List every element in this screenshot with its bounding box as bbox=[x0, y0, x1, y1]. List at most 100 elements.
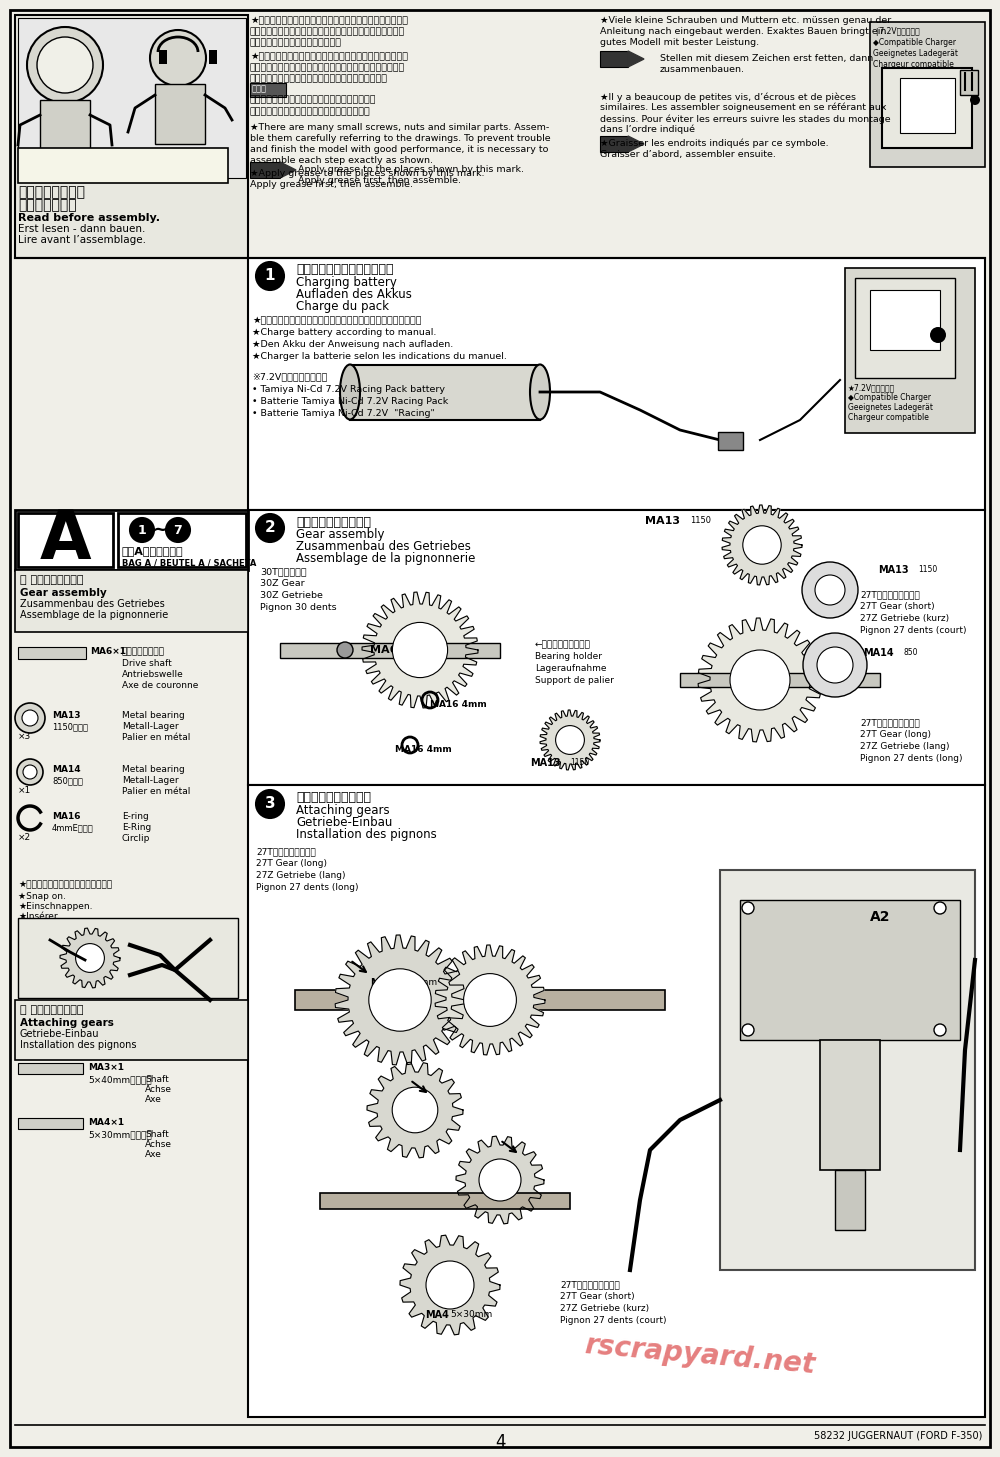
Text: ×3: ×3 bbox=[18, 731, 31, 742]
Text: ❘7.2V専用充電機: ❘7.2V専用充電機 bbox=[873, 28, 920, 36]
Text: ★There are many small screws, nuts and similar parts. Assem-: ★There are many small screws, nuts and s… bbox=[250, 122, 549, 133]
Text: 27Tプラギヤー（長）: 27Tプラギヤー（長） bbox=[860, 718, 920, 727]
Text: rscrapyard.net: rscrapyard.net bbox=[583, 1330, 817, 1378]
Bar bbox=[248, 510, 985, 785]
Text: Getriebe-Einbau: Getriebe-Einbau bbox=[20, 1029, 100, 1039]
Text: MA13: MA13 bbox=[52, 711, 80, 720]
Bar bbox=[18, 647, 86, 659]
Text: Installation des pignons: Installation des pignons bbox=[20, 1040, 136, 1050]
Circle shape bbox=[256, 514, 284, 542]
Text: Apply grease first, then assemble.: Apply grease first, then assemble. bbox=[250, 181, 413, 189]
Text: （走行用バッテリーの充電）: （走行用バッテリーの充電） bbox=[296, 264, 394, 275]
Text: （ギヤーのとりつけ）: （ギヤーのとりつけ） bbox=[296, 791, 371, 804]
Text: ３ ギヤーのとりつけ: ３ ギヤーのとりつけ bbox=[20, 1005, 84, 1016]
Polygon shape bbox=[628, 136, 644, 152]
Text: ２ ギヤーのくみたて: ２ ギヤーのくみたて bbox=[20, 576, 84, 586]
Polygon shape bbox=[698, 618, 822, 742]
Text: ★Charge battery according to manual.: ★Charge battery according to manual. bbox=[252, 328, 436, 337]
Text: す。図をよく見てゆっくり確実に組んで下さい。全員部品は: す。図をよく見てゆっくり確実に組んで下さい。全員部品は bbox=[250, 63, 405, 71]
Bar bbox=[15, 1000, 248, 1061]
Bar bbox=[159, 50, 167, 64]
Bar bbox=[295, 989, 665, 1010]
Bar bbox=[250, 83, 286, 98]
Circle shape bbox=[166, 519, 190, 542]
Text: ~: ~ bbox=[152, 522, 168, 539]
Bar bbox=[720, 870, 975, 1271]
Bar bbox=[960, 70, 978, 95]
Text: Bearing holder: Bearing holder bbox=[535, 651, 602, 661]
Text: Palier en métal: Palier en métal bbox=[122, 733, 190, 742]
Text: ★Charger la batterie selon les indications du manuel.: ★Charger la batterie selon les indicatio… bbox=[252, 353, 507, 361]
Bar bbox=[209, 50, 217, 64]
Circle shape bbox=[730, 650, 790, 710]
Polygon shape bbox=[628, 51, 644, 67]
Text: Metal bearing: Metal bearing bbox=[122, 765, 185, 774]
Circle shape bbox=[970, 95, 980, 105]
Text: A: A bbox=[39, 507, 91, 573]
Text: 30Tプラギヤー: 30Tプラギヤー bbox=[260, 567, 307, 576]
Polygon shape bbox=[456, 1136, 544, 1224]
Ellipse shape bbox=[340, 364, 360, 420]
Text: ★お買い求めの際、また組立ての前には必ず内容をお確め下: ★お買い求めの際、また組立ての前には必ず内容をお確め下 bbox=[250, 16, 408, 25]
Text: 27Tプラギヤー（短）: 27Tプラギヤー（短） bbox=[560, 1281, 620, 1289]
Text: Graisser d’abord, assembler ensuite.: Graisser d’abord, assembler ensuite. bbox=[600, 150, 776, 159]
Text: このマークはグリスを塗る部分に指示しました。: このマークはグリスを塗る部分に指示しました。 bbox=[250, 95, 376, 103]
Text: Pignon 27 dents (long): Pignon 27 dents (long) bbox=[860, 755, 962, 763]
Text: 27T Gear (short): 27T Gear (short) bbox=[860, 602, 935, 610]
Text: 5×30mmシャフト: 5×30mmシャフト bbox=[88, 1131, 152, 1139]
Text: 850メタル: 850メタル bbox=[52, 777, 83, 785]
Text: ★Apply grease to the places shown by this mark.: ★Apply grease to the places shown by thi… bbox=[250, 169, 484, 178]
Circle shape bbox=[479, 1158, 521, 1201]
Text: MA13: MA13 bbox=[530, 758, 561, 768]
Text: 7: 7 bbox=[174, 523, 182, 536]
Circle shape bbox=[392, 1087, 438, 1132]
Text: dessins. Pour éviter les erreurs suivre les stades du montage: dessins. Pour éviter les erreurs suivre … bbox=[600, 114, 891, 124]
Bar bbox=[248, 785, 985, 1418]
Bar bbox=[18, 513, 113, 567]
Bar bbox=[18, 149, 228, 184]
Text: ble them carefully referring to the drawings. To prevent trouble: ble them carefully referring to the draw… bbox=[250, 134, 551, 143]
Bar bbox=[40, 101, 90, 154]
Text: BAG A / BEUTEL A / SACHETA: BAG A / BEUTEL A / SACHETA bbox=[122, 558, 256, 567]
Text: 27Z Getriebe (lang): 27Z Getriebe (lang) bbox=[860, 742, 950, 750]
Text: Palier en métal: Palier en métal bbox=[122, 787, 190, 796]
Circle shape bbox=[369, 969, 431, 1032]
Text: 5×40mmシャフト: 5×40mmシャフト bbox=[88, 1075, 152, 1084]
Text: 850: 850 bbox=[903, 648, 918, 657]
Text: assemble each step exactly as shown.: assemble each step exactly as shown. bbox=[250, 156, 433, 165]
Text: Achse: Achse bbox=[145, 1085, 172, 1094]
Bar bbox=[600, 136, 628, 152]
Text: 4: 4 bbox=[495, 1434, 505, 1451]
Bar bbox=[835, 1170, 865, 1230]
Text: お読み下さい。: お読み下さい。 bbox=[18, 198, 77, 213]
Polygon shape bbox=[722, 506, 802, 584]
Text: zusammenbauen.: zusammenbauen. bbox=[660, 66, 745, 74]
Bar bbox=[118, 513, 246, 567]
Text: Metall-Lager: Metall-Lager bbox=[122, 777, 179, 785]
Circle shape bbox=[337, 643, 353, 659]
Text: Shaft: Shaft bbox=[145, 1075, 169, 1084]
Text: ★7.2V専用充電機: ★7.2V専用充電機 bbox=[848, 383, 895, 392]
Circle shape bbox=[934, 902, 946, 914]
Circle shape bbox=[426, 1260, 474, 1308]
Text: Axe de couronne: Axe de couronne bbox=[122, 680, 198, 691]
Text: クリス: クリス bbox=[252, 85, 267, 93]
Text: Pignon 27 dents (long): Pignon 27 dents (long) bbox=[256, 883, 358, 892]
Text: 2: 2 bbox=[265, 520, 275, 536]
Text: A2: A2 bbox=[870, 911, 891, 924]
Text: ◆Compatible Charger: ◆Compatible Charger bbox=[848, 393, 931, 402]
Text: ※7.2Vレーシングパック: ※7.2Vレーシングパック bbox=[252, 372, 327, 380]
Text: 作る前にかならず: 作る前にかならず bbox=[18, 185, 85, 200]
Text: 必ず、グリスアップして、組みこんで下さい。: 必ず、グリスアップして、組みこんで下さい。 bbox=[250, 106, 371, 117]
Circle shape bbox=[817, 647, 853, 683]
Circle shape bbox=[802, 562, 858, 618]
Text: MA6: MA6 bbox=[370, 645, 398, 656]
Text: MA14: MA14 bbox=[863, 648, 894, 659]
Text: Charging battery: Charging battery bbox=[296, 275, 397, 288]
Circle shape bbox=[27, 28, 103, 103]
Text: MA4: MA4 bbox=[425, 1310, 449, 1320]
Circle shape bbox=[76, 944, 104, 972]
Text: ★Snap on.: ★Snap on. bbox=[18, 892, 66, 900]
Circle shape bbox=[815, 576, 845, 605]
Text: Drive shaft: Drive shaft bbox=[122, 659, 172, 667]
